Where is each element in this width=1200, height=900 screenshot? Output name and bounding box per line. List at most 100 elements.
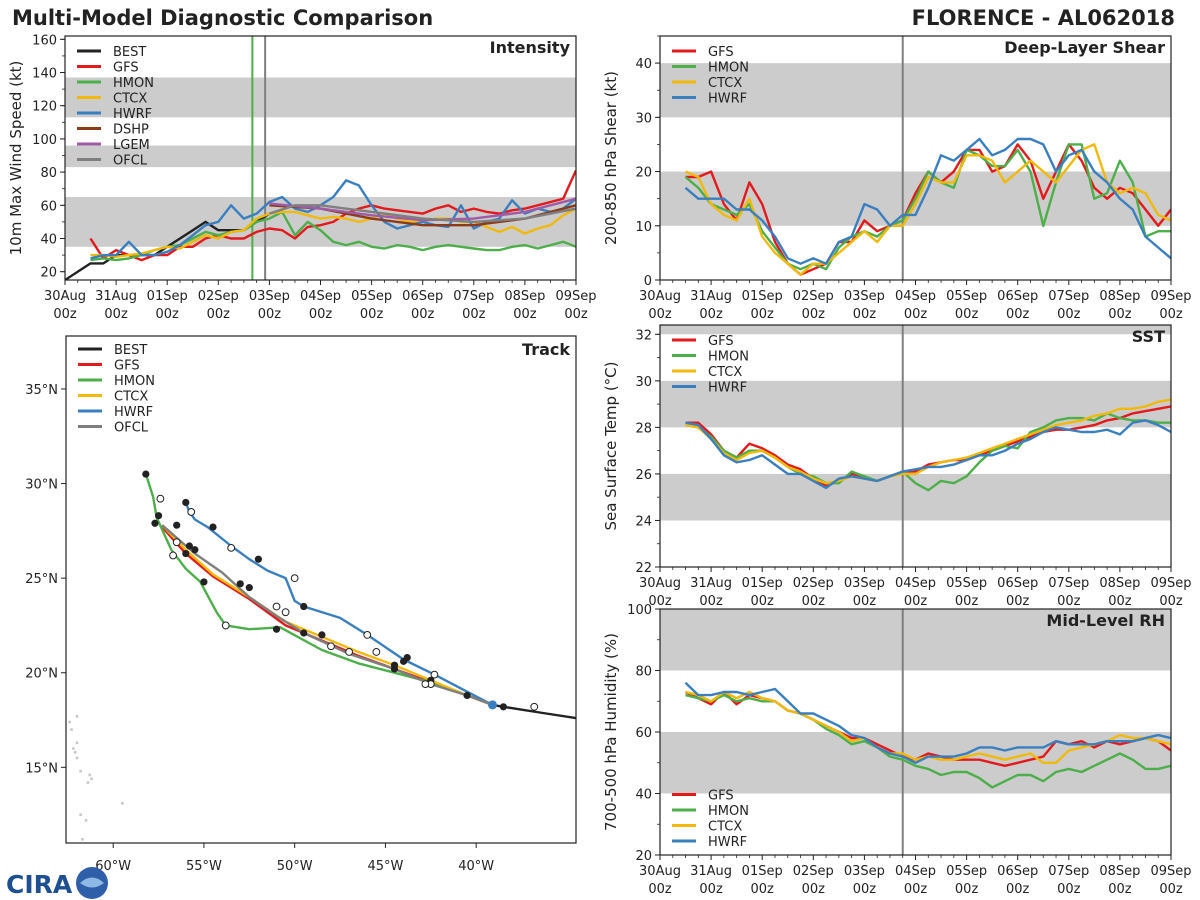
island-mark	[75, 715, 79, 718]
intensity-ytick-label: 160	[32, 33, 57, 48]
rh-legend-label-ctcx: CTCX	[708, 820, 742, 835]
sst-xtick-label-hour: 00z	[1159, 594, 1183, 609]
shear-xtick-label-hour: 00z	[904, 307, 928, 322]
sst-xtick-label: 05Sep	[946, 576, 987, 591]
island-mark	[81, 838, 84, 841]
intensity-xtick-label: 04Sep	[300, 289, 341, 304]
rh-xtick-label-hour: 00z	[699, 882, 723, 897]
track-marker-filled	[185, 542, 194, 550]
sst-xtick-label: 03Sep	[844, 576, 885, 591]
rh-xtick-label-hour: 00z	[1159, 882, 1183, 897]
track-marker-filled	[182, 498, 190, 507]
track-marker-filled	[300, 602, 308, 611]
shear-xtick-label-hour: 00z	[648, 307, 672, 322]
sst-legend-label-hmon: HMON	[708, 350, 749, 365]
sst-xtick-label: 08Sep	[1099, 576, 1140, 591]
sst-title: SST	[1132, 327, 1165, 346]
intensity-xtick-label-hour: 00z	[104, 307, 128, 322]
intensity-xtick-label: 31Aug	[95, 289, 137, 304]
rh-band-1	[660, 609, 1171, 671]
intensity-xtick-label-hour: 00z	[564, 307, 588, 322]
rh-xtick-label: 07Sep	[1048, 864, 1089, 879]
intensity-xtick-label: 30Aug	[44, 289, 86, 304]
intensity-ytick-label: 40	[40, 233, 57, 248]
track-marker-filled	[209, 523, 217, 531]
shear-ytick-label: 20	[635, 166, 652, 181]
track-ytick-label: 30°N	[25, 478, 58, 493]
shear-xtick-label: 02Sep	[793, 289, 834, 304]
shear-panel: 0 10 20 30 40 30Aug 00z 31Aug 00z 01Sep 00z 02Sep 00…	[602, 35, 1192, 322]
shear-ytick-label: 40	[635, 57, 652, 72]
cira-logo: CIRA	[6, 867, 108, 899]
rh-ytick-label: 80	[635, 665, 652, 680]
rh-xtick-label-hour: 00z	[955, 882, 979, 897]
intensity-legend-label-hmon: HMON	[113, 76, 154, 91]
rh-xtick-label-hour: 00z	[648, 882, 672, 897]
sst-series-group	[685, 398, 1171, 492]
intensity-series-gfs	[89, 169, 576, 262]
sst-legend-label-hwrf: HWRF	[708, 381, 747, 396]
sst-band-0	[660, 473, 1171, 521]
shear-ytick-label: 30	[635, 111, 652, 126]
rh-ytick-label: 20	[635, 849, 652, 864]
rh-series-hmon	[685, 693, 1171, 789]
logo-text: CIRA	[6, 870, 73, 899]
intensity-ytick-label: 140	[32, 67, 57, 82]
intensity-legend-label-gfs: GFS	[113, 61, 139, 76]
intensity-series-ctcx	[90, 207, 576, 258]
intensity-ytick-label: 120	[32, 100, 57, 115]
track-marker-open	[169, 551, 177, 560]
track-marker-filled	[173, 521, 181, 529]
intensity-xtick-label-hour: 00z	[53, 307, 77, 322]
track-marker-open	[363, 631, 372, 639]
track-marker-open	[272, 602, 281, 611]
track-ytick-label: 35°N	[25, 383, 58, 398]
rh-series-hwrf	[684, 681, 1171, 764]
shear-series-hwrf	[684, 137, 1171, 265]
shear-legend-label-ctcx: CTCX	[708, 76, 742, 91]
rh-xtick-label: 02Sep	[793, 864, 834, 879]
island-mark	[70, 728, 73, 731]
rh-xtick-label: 06Sep	[997, 864, 1038, 879]
shear-xtick-label: 09Sep	[1150, 289, 1191, 304]
track-marker-open	[221, 621, 230, 630]
intensity-xtick-label-hour: 00z	[411, 307, 435, 322]
rh-series-group	[684, 681, 1171, 789]
intensity-ytick-label: 80	[40, 166, 57, 181]
logo-swirl-icon	[80, 877, 104, 888]
shear-ylabel: 200-850 hPa Shear (kt)	[602, 71, 620, 245]
intensity-xtick-label: 03Sep	[249, 289, 290, 304]
sst-ytick-label: 28	[635, 421, 652, 436]
intensity-legend-label-ofcl: OFCL	[113, 154, 148, 169]
shear-xtick-label: 03Sep	[844, 289, 885, 304]
intensity-legend-label-lgem: LGEM	[113, 138, 150, 153]
shear-xtick-label-hour: 00z	[1108, 307, 1132, 322]
island-mark	[79, 769, 82, 773]
track-marker-filled	[245, 584, 253, 592]
track-marker-filled	[200, 578, 208, 586]
sst-xtick-label-hour: 00z	[648, 594, 672, 609]
intensity-ytick-label: 100	[32, 133, 57, 148]
rh-ytick-label: 60	[635, 726, 652, 741]
intensity-xtick-label-hour: 00z	[513, 307, 537, 322]
intensity-xtick-label: 09Sep	[555, 289, 596, 304]
shear-xtick-label: 31Aug	[690, 289, 732, 304]
intensity-xtick-label-hour: 00z	[207, 307, 231, 322]
track-xtick-label: 55°W	[186, 859, 222, 874]
rh-legend-label-hmon: HMON	[708, 804, 749, 819]
intensity-xtick-label: 07Sep	[453, 289, 494, 304]
track-marker-filled	[300, 629, 308, 637]
shear-xtick-label-hour: 00z	[751, 307, 775, 322]
track-marker-open	[327, 642, 335, 651]
intensity-legend-label-hwrf: HWRF	[113, 107, 152, 122]
sst-legend-label-ctcx: CTCX	[708, 365, 742, 380]
track-marker-open	[345, 648, 354, 656]
intensity-xtick-label-hour: 00z	[156, 307, 180, 322]
track-marker-open	[227, 543, 236, 552]
track-marker-open	[156, 494, 165, 503]
shear-xtick-label-hour: 00z	[1057, 307, 1081, 322]
track-marker-filled	[390, 661, 399, 669]
track-xtick-label: 45°W	[367, 859, 403, 874]
track-title: Track	[522, 340, 570, 359]
shear-ytick-label: 0	[644, 274, 652, 289]
